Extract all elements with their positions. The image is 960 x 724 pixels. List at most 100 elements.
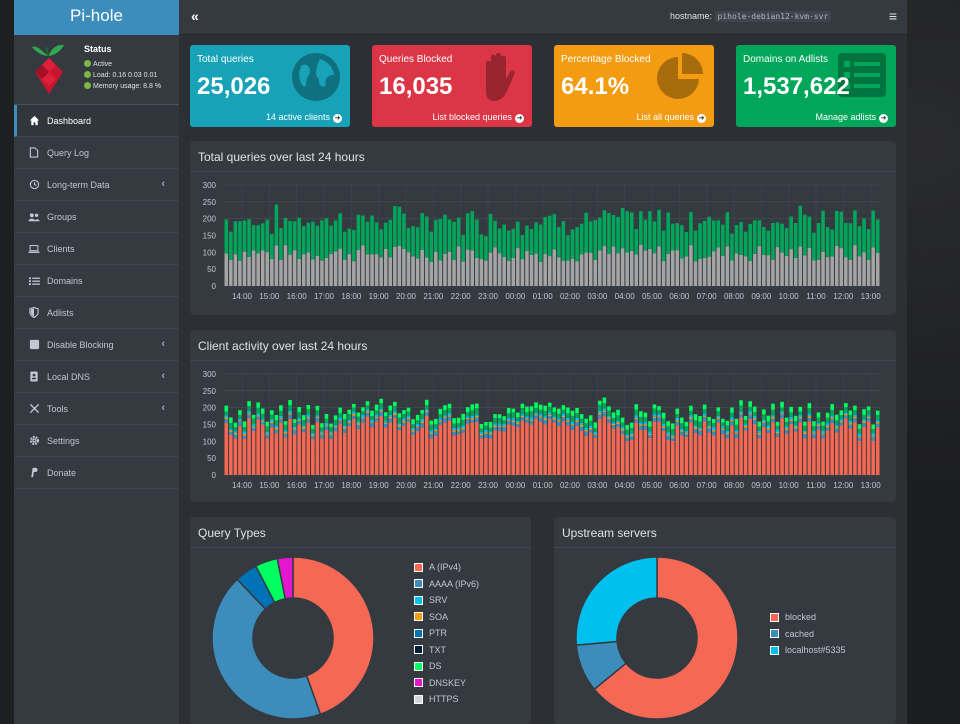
query-types-donut	[211, 556, 375, 720]
sidebar-item-adlists[interactable]: Adlists	[14, 297, 179, 329]
legend-item[interactable]: localhost#5335	[770, 642, 846, 659]
bar-segment	[579, 430, 584, 475]
sidebar-item-local-dns[interactable]: Local DNS ‹	[14, 361, 179, 393]
legend-item[interactable]: A (IPv4)	[414, 559, 479, 576]
legend-swatch	[770, 612, 779, 622]
collapse-sidebar-icon[interactable]: «	[191, 8, 199, 24]
bar-segment	[775, 429, 780, 432]
sidebar-item-clients[interactable]: Clients	[14, 233, 179, 265]
bar-segment	[274, 425, 279, 429]
sidebar-item-tools[interactable]: Tools ‹	[14, 393, 179, 425]
total-queries-chart: 0 50 100 150 200 250 300 14:00 15:00 16:00 17:00 18…	[203, 181, 882, 301]
bar-segment	[374, 404, 379, 411]
bar-segment	[611, 246, 616, 286]
sidebar-item-dashboard[interactable]: Dashboard	[14, 105, 179, 137]
bar-segment	[552, 411, 557, 417]
legend-item[interactable]: SRV	[414, 592, 479, 609]
sidebar-item-label: Long-term Data	[47, 179, 110, 190]
sidebar-item-query-log[interactable]: Query Log	[14, 137, 179, 169]
sidebar-item-domains[interactable]: Domains	[14, 265, 179, 297]
legend-item[interactable]: HTTPS	[414, 691, 479, 708]
donut-slice-blocked[interactable]	[593, 556, 739, 720]
bar-segment	[825, 226, 830, 258]
bar-segment	[743, 231, 748, 257]
bar-segment	[315, 405, 320, 411]
x-tick-label: 18:00	[341, 292, 362, 301]
app-logo[interactable]: Pi-hole	[14, 0, 179, 35]
legend-item[interactable]: SOA	[414, 609, 479, 626]
bar-segment	[620, 427, 625, 430]
legend-item[interactable]: DS	[414, 658, 479, 675]
bar-segment	[411, 434, 415, 475]
bar-segment	[256, 402, 260, 408]
legend-item[interactable]: cached	[770, 626, 846, 643]
bar-segment	[529, 420, 534, 425]
donut-slice-localhost-5335[interactable]	[575, 556, 658, 646]
bar-segment	[588, 420, 593, 426]
bar-segment	[297, 420, 301, 422]
bar-segment	[470, 404, 475, 411]
bar-segment	[784, 428, 789, 430]
stat-footer-link[interactable]: List blocked queries ➜	[432, 112, 524, 123]
tools-icon	[28, 403, 40, 415]
bar-segment	[834, 414, 839, 421]
bar-segment	[762, 426, 766, 475]
bar-segment	[538, 417, 543, 422]
bar-segment	[388, 416, 393, 419]
bar-segment	[752, 419, 757, 425]
bar-segment	[716, 422, 721, 475]
bar-segment	[338, 423, 342, 475]
bar-segment	[693, 427, 698, 430]
bar-segment	[752, 412, 757, 416]
bar-segment	[379, 229, 383, 258]
bar-segment	[698, 258, 702, 286]
x-tick-label: 03:00	[587, 292, 608, 301]
sidebar-item-label: Settings	[47, 435, 80, 446]
bar-segment	[311, 432, 315, 435]
bar-segment	[379, 398, 383, 404]
donut-slice-aaaa-ipv6-[interactable]	[211, 578, 322, 720]
bar-segment	[415, 430, 420, 475]
bar-segment	[616, 216, 620, 254]
bar-segment	[602, 246, 607, 286]
sidebar-item-donate[interactable]: Donate	[14, 457, 179, 489]
bar-segment	[538, 416, 543, 418]
legend-item[interactable]: PTR	[414, 625, 479, 642]
bar-segment	[402, 414, 406, 419]
sidebar-item-long-term-data[interactable]: Long-term Data ‹	[14, 169, 179, 201]
bar-segment	[789, 416, 793, 420]
legend-item[interactable]: blocked	[770, 609, 846, 626]
bar-segment	[525, 418, 529, 420]
stat-footer-link[interactable]: 14 active clients ➜	[266, 112, 342, 123]
bar-segment	[370, 419, 374, 423]
sidebar-item-groups[interactable]: Groups	[14, 201, 179, 233]
sidebar-item-disable-blocking[interactable]: Disable Blocking ‹	[14, 329, 179, 361]
bar-segment	[684, 232, 689, 257]
bar-segment	[393, 246, 397, 286]
legend-item[interactable]: DNSKEY	[414, 675, 479, 692]
sidebar-item-settings[interactable]: Settings	[14, 425, 179, 457]
bar-segment	[743, 427, 748, 431]
bar-segment	[347, 422, 352, 426]
stat-footer-link[interactable]: Manage adlists ➜	[815, 112, 888, 123]
bar-segment	[862, 423, 866, 427]
legend-item[interactable]: AAAA (IPv6)	[414, 576, 479, 593]
stat-footer-link[interactable]: List all queries ➜	[636, 112, 706, 123]
bar-segment	[693, 420, 698, 426]
bar-segment	[689, 212, 693, 246]
bar-segment	[484, 425, 488, 430]
donut-slice-a-ipv4-[interactable]	[292, 556, 375, 716]
hamburger-menu-icon[interactable]: ≡	[888, 8, 897, 24]
bar-segment	[361, 407, 365, 412]
bar-segment	[311, 221, 315, 260]
legend-item[interactable]: TXT	[414, 642, 479, 659]
bar-segment	[338, 420, 342, 424]
bar-segment	[516, 420, 520, 423]
y-tick-label: 300	[203, 181, 217, 190]
y-tick-label: 50	[207, 265, 216, 274]
bar-segment	[848, 420, 853, 424]
bar-segment	[374, 418, 379, 422]
donut-slice-dnskey[interactable]	[276, 556, 294, 600]
bar-segment	[429, 430, 434, 433]
bar-segment	[543, 420, 547, 425]
